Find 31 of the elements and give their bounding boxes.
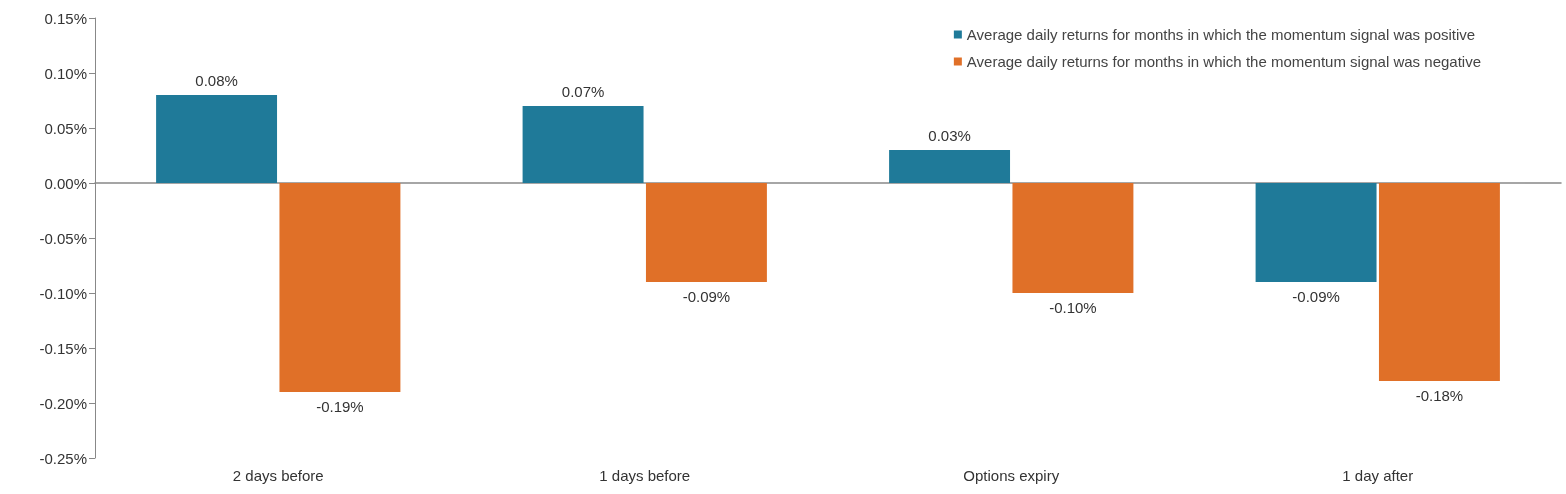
y-tick-label: -0.10% bbox=[39, 284, 87, 302]
data-label: -0.19% bbox=[316, 398, 364, 415]
legend-label: Average daily returns for months in which the momentum signal was positive bbox=[966, 26, 1476, 43]
bar bbox=[645, 183, 767, 282]
y-tick-label: 0.05% bbox=[44, 119, 87, 137]
bar bbox=[279, 183, 401, 392]
x-tick-label: 1 day after bbox=[1342, 467, 1414, 484]
y-tick-label: 0.15% bbox=[44, 9, 87, 27]
data-label: -0.10% bbox=[1049, 299, 1097, 316]
x-tick-label: Options expiry bbox=[963, 467, 1060, 484]
data-label: 0.07% bbox=[561, 83, 605, 100]
y-tick-label: -0.05% bbox=[39, 229, 87, 247]
x-tick-label: 1 days before bbox=[599, 467, 691, 484]
x-tick-label: 2 days before bbox=[232, 467, 324, 484]
bar bbox=[522, 106, 644, 183]
data-label: 0.08% bbox=[195, 72, 238, 89]
y-tick-label: -0.20% bbox=[39, 394, 87, 412]
bar bbox=[156, 95, 278, 183]
bar bbox=[1255, 183, 1377, 282]
data-label: -0.18% bbox=[1415, 387, 1464, 404]
data-label: -0.09% bbox=[1292, 288, 1340, 305]
y-tick-label: 0.10% bbox=[44, 64, 87, 82]
y-tick-label: 0.00% bbox=[44, 174, 87, 192]
bar bbox=[1012, 183, 1134, 293]
data-label: 0.03% bbox=[928, 127, 971, 144]
legend-label: Average daily returns for months in which the momentum signal was negative bbox=[966, 53, 1482, 70]
bar bbox=[1378, 183, 1500, 381]
y-tick-label: -0.25% bbox=[39, 449, 87, 467]
bar bbox=[889, 150, 1011, 183]
data-label: -0.09% bbox=[682, 288, 731, 305]
y-tick-label: -0.15% bbox=[39, 339, 87, 357]
